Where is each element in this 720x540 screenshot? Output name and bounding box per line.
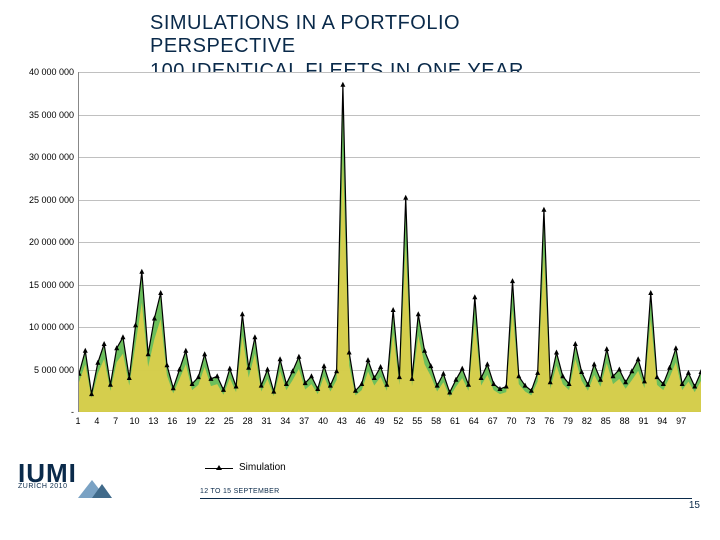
footer-rule	[200, 498, 692, 499]
x-tick-label: 34	[280, 416, 290, 426]
x-tick-label: 28	[243, 416, 253, 426]
y-tick-label: 15 000 000	[14, 280, 74, 290]
x-tick-label: 22	[205, 416, 215, 426]
y-tick-label: 25 000 000	[14, 195, 74, 205]
x-tick-label: 7	[113, 416, 118, 426]
y-tick-label: 35 000 000	[14, 110, 74, 120]
y-tick-label: 30 000 000	[14, 152, 74, 162]
x-tick-label: 85	[601, 416, 611, 426]
x-tick-label: 61	[450, 416, 460, 426]
x-tick-label: 94	[657, 416, 667, 426]
x-tick-label: 91	[638, 416, 648, 426]
x-axis-labels: 1 4 7 10 13 16 19 22 25 28 31 34 37 40 43 46 49 52 55 58 61 6…	[78, 416, 700, 430]
x-tick-label: 46	[356, 416, 366, 426]
x-tick-label: 64	[469, 416, 479, 426]
x-tick-label: 43	[337, 416, 347, 426]
x-tick-label: 82	[582, 416, 592, 426]
x-tick-label: 67	[488, 416, 498, 426]
iumi-logo: IUMI ZURICH 2010	[18, 462, 138, 522]
x-tick-label: 73	[525, 416, 535, 426]
y-tick-label: 5 000 000	[14, 365, 74, 375]
legend-label: Simulation	[239, 462, 286, 473]
x-tick-label: 10	[130, 416, 140, 426]
simulation-chart: 1 4 7 10 13 16 19 22 25 28 31 34 37 40 43 46 49 52 55 58 61 6…	[20, 72, 700, 442]
x-tick-label: 58	[431, 416, 441, 426]
legend-swatch	[205, 463, 233, 473]
x-tick-label: 40	[318, 416, 328, 426]
footer-dates: 12 TO 15 SEPTEMBER	[200, 488, 279, 495]
page-number: 15	[689, 500, 700, 511]
x-tick-label: 31	[261, 416, 271, 426]
plot-area	[78, 72, 700, 412]
y-tick-label: -	[14, 407, 74, 417]
y-tick-label: 40 000 000	[14, 67, 74, 77]
x-tick-label: 76	[544, 416, 554, 426]
x-tick-label: 97	[676, 416, 686, 426]
x-tick-label: 4	[94, 416, 99, 426]
y-tick-label: 20 000 000	[14, 237, 74, 247]
title-line-1: SIMULATIONS IN A PORTFOLIO PERSPECTIVE	[150, 12, 610, 58]
x-tick-label: 16	[167, 416, 177, 426]
x-tick-label: 88	[620, 416, 630, 426]
x-tick-label: 79	[563, 416, 573, 426]
x-tick-label: 55	[412, 416, 422, 426]
x-tick-label: 25	[224, 416, 234, 426]
logo-mountain-icon-2	[92, 484, 112, 498]
x-tick-label: 1	[75, 416, 80, 426]
y-tick-label: 10 000 000	[14, 322, 74, 332]
x-tick-label: 19	[186, 416, 196, 426]
x-tick-label: 49	[375, 416, 385, 426]
series-svg	[79, 72, 701, 412]
x-tick-label: 52	[393, 416, 403, 426]
x-tick-label: 37	[299, 416, 309, 426]
x-tick-label: 13	[148, 416, 158, 426]
chart-legend: Simulation	[205, 462, 286, 473]
x-tick-label: 70	[506, 416, 516, 426]
